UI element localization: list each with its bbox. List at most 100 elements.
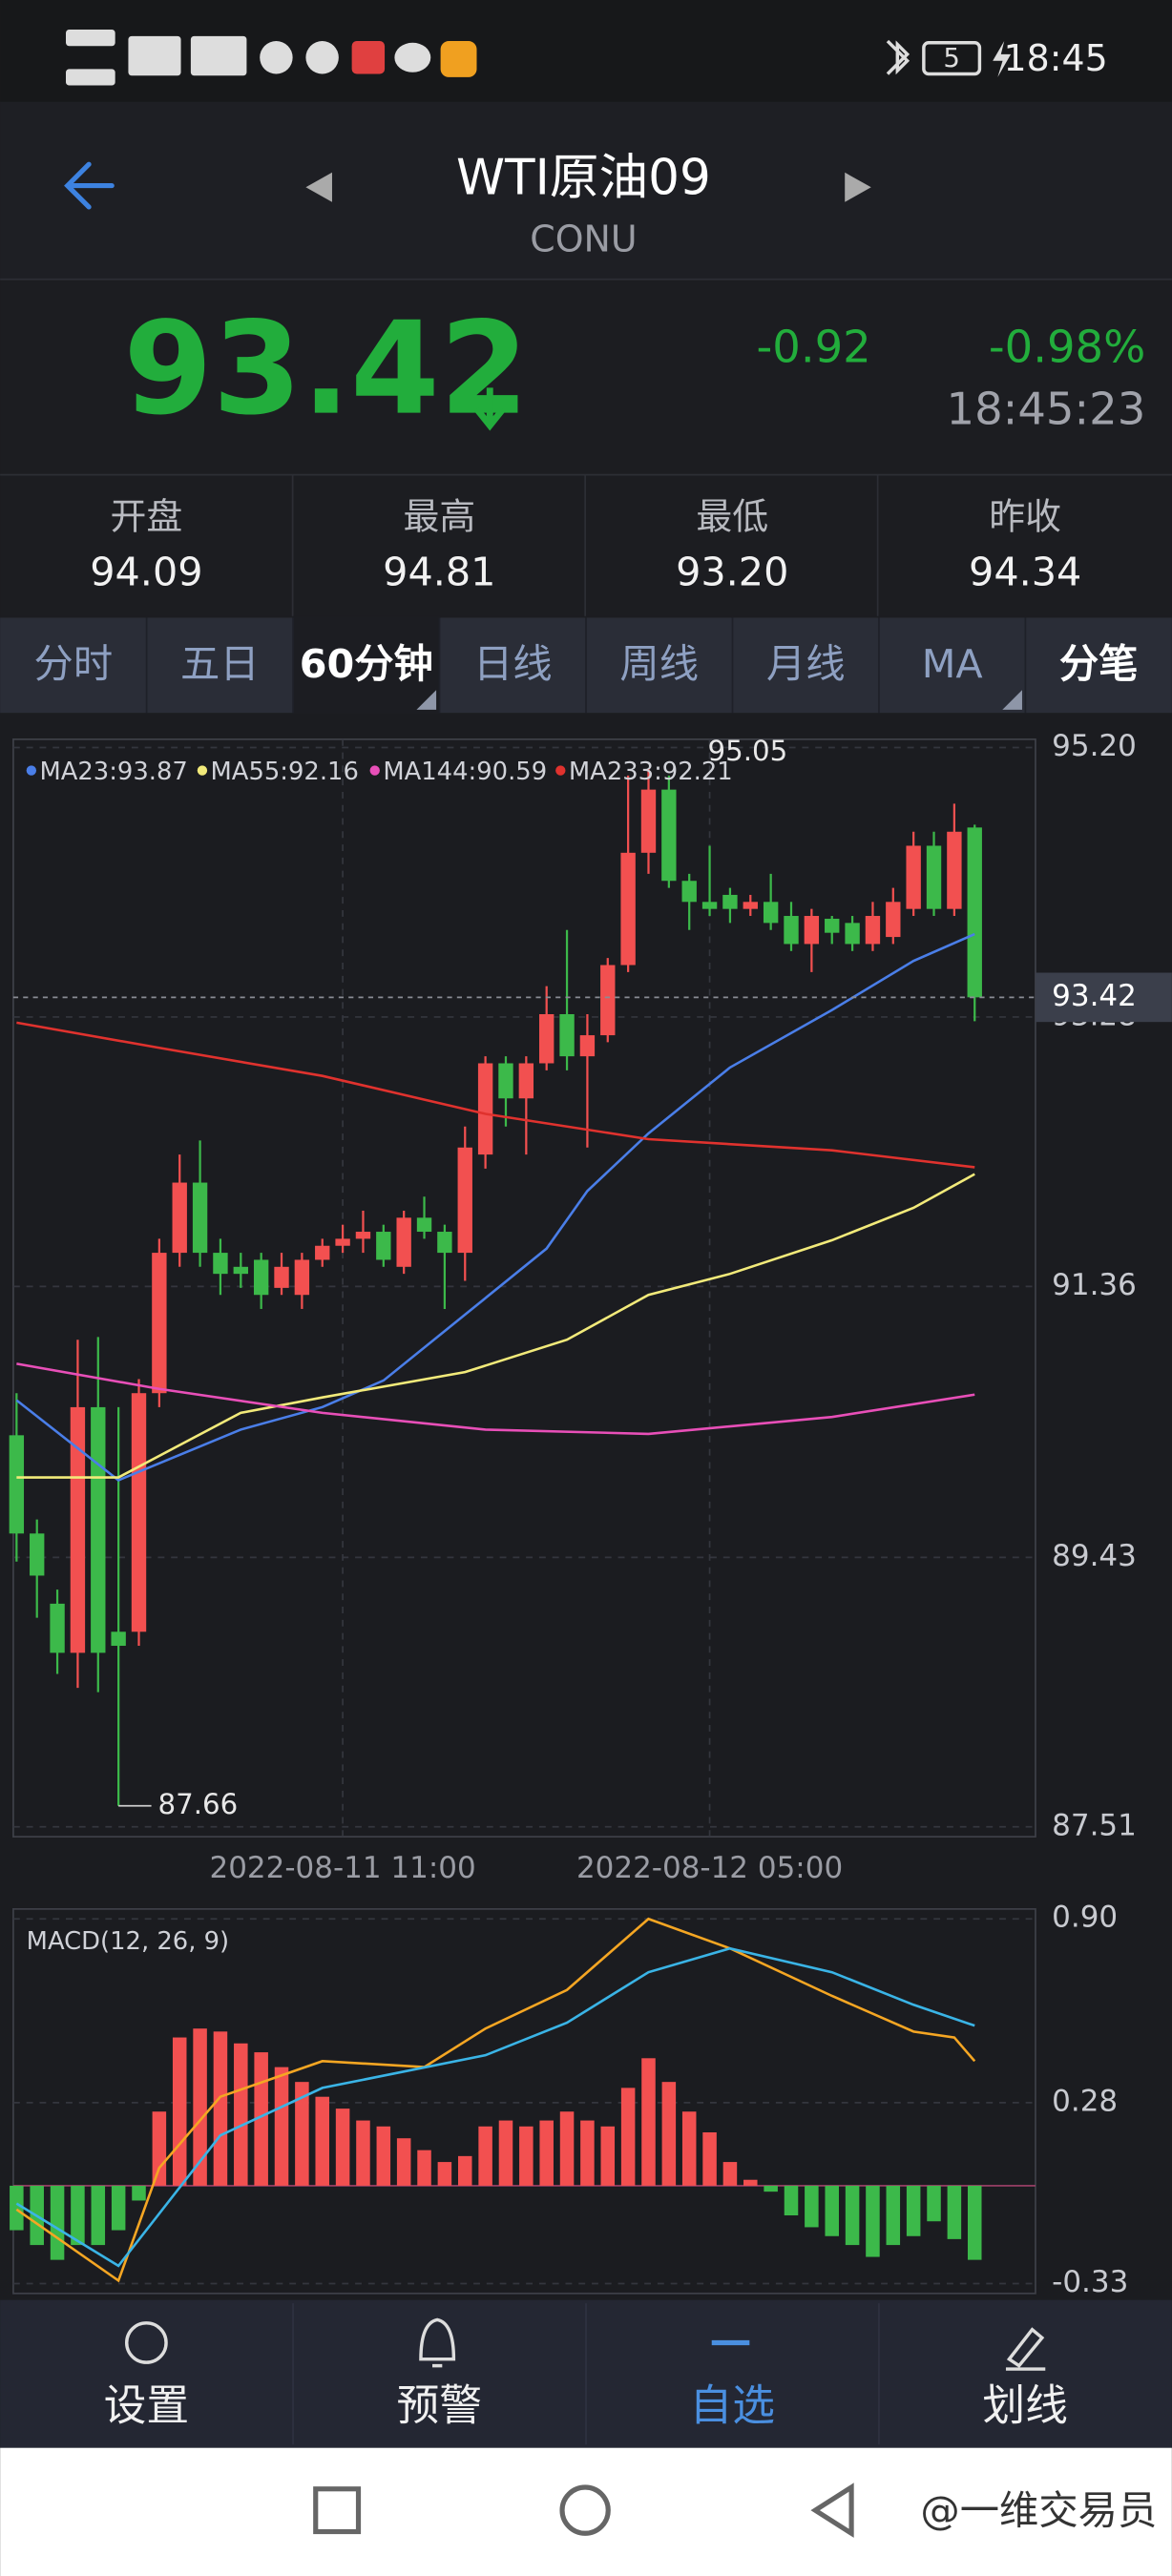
candle-body [539, 1014, 555, 1064]
candle-body [416, 1217, 432, 1233]
macd-bar [335, 2109, 350, 2186]
tab[interactable]: 周线 [619, 641, 699, 687]
down-arrow [473, 387, 506, 431]
icon [128, 35, 181, 76]
candle-body [886, 902, 901, 938]
prev-button[interactable] [305, 172, 332, 202]
legend-label: MA144:90.59 [383, 758, 547, 786]
stat-label: 最低 [696, 496, 768, 538]
macd-bar [213, 2031, 228, 2186]
home-button[interactable] [559, 2484, 611, 2536]
price-marker-label: 93.42 [1052, 979, 1137, 1013]
tab[interactable]: 分时 [34, 641, 114, 687]
candle-body [335, 1238, 350, 1246]
legend-dot [369, 765, 380, 776]
price-change: -0.92 [756, 321, 870, 372]
instrument-title: WTI原油09 [456, 149, 711, 206]
tab[interactable]: 月线 [766, 641, 846, 687]
macd-bar [376, 2126, 391, 2186]
nav-label[interactable]: 自选 [689, 2379, 775, 2430]
icon [190, 35, 247, 76]
macd-bar [71, 2185, 85, 2246]
stat-label: 最高 [403, 496, 475, 538]
candle-body [437, 1232, 452, 1254]
tab[interactable]: 日线 [473, 641, 553, 687]
macd-title: MACD(12, 26, 9) [27, 1927, 229, 1956]
tab[interactable]: MA [922, 641, 983, 687]
tab-selected-bg [293, 617, 440, 714]
macd-bar [825, 2185, 839, 2236]
tab[interactable]: 60分钟 [300, 641, 433, 687]
candle-body [825, 918, 840, 933]
indicator-line [16, 1362, 975, 1436]
header-bg [0, 101, 1172, 280]
indicator-line [16, 1173, 975, 1479]
indicator-line [16, 1021, 975, 1169]
legend-dot [197, 765, 208, 776]
macd-bar [927, 2185, 941, 2222]
candle-body [253, 1259, 269, 1296]
candle-body [579, 1035, 596, 1057]
tab[interactable]: 五日 [180, 641, 260, 687]
candle-body [91, 1406, 106, 1653]
nav-label[interactable]: 划线 [982, 2379, 1068, 2430]
candle-body [213, 1253, 228, 1275]
candle-body [701, 902, 718, 909]
candle-body [192, 1182, 208, 1254]
macd-bar [722, 2162, 738, 2186]
candle-body [763, 902, 779, 924]
macd-bar [437, 2162, 452, 2186]
stat-value: 93.20 [676, 550, 788, 595]
candle-body [926, 845, 942, 909]
macd-bar [600, 2126, 616, 2186]
stat-value: 94.09 [90, 550, 202, 595]
y-tick-label: -0.33 [1052, 2265, 1128, 2299]
candle-body [111, 1631, 126, 1647]
quote-time: 18:45:23 [947, 384, 1146, 435]
y-tick-label: 0.28 [1052, 2084, 1118, 2118]
macd-bar [254, 2052, 268, 2186]
macd-bar [539, 2120, 554, 2186]
back-system-button[interactable] [810, 2483, 854, 2538]
candle-body [600, 965, 616, 1036]
charging-icon [993, 41, 1012, 77]
macd-bar [132, 2185, 146, 2201]
macd-bar [356, 2120, 370, 2186]
macd-bar [743, 2179, 758, 2186]
next-button[interactable] [845, 172, 871, 202]
candle-body [294, 1259, 310, 1296]
nav-label[interactable]: 预警 [397, 2379, 483, 2430]
candle-body [620, 852, 636, 966]
macd-bar [498, 2120, 513, 2186]
candle-body [172, 1182, 187, 1254]
y-tick-label: 91.36 [1052, 1268, 1137, 1302]
candle-body [640, 789, 657, 853]
macd-bar [805, 2185, 819, 2228]
tab[interactable]: 分笔 [1059, 641, 1139, 687]
back-button[interactable] [64, 161, 115, 210]
macd-bar [906, 2185, 921, 2236]
candle-body [661, 789, 677, 882]
candle-body [355, 1232, 371, 1239]
candle-body [30, 1533, 45, 1576]
bluetooth-icon [886, 39, 910, 75]
macd-bar [417, 2150, 431, 2186]
y-tick-label: 95.20 [1052, 729, 1137, 763]
macd-bar [947, 2185, 962, 2239]
candle-body [947, 831, 962, 909]
nav-label[interactable]: 设置 [104, 2379, 190, 2430]
macd-bar [10, 2185, 24, 2231]
recents-button[interactable] [313, 2486, 362, 2535]
price-marker-bg [1035, 972, 1172, 1023]
macd-bar [764, 2185, 778, 2192]
candle-body [315, 1245, 330, 1260]
candle-body [9, 1435, 25, 1534]
candle-body [131, 1393, 147, 1632]
macd-bar [681, 2111, 697, 2186]
candle-body [559, 1014, 575, 1057]
macd-bar [111, 2185, 126, 2231]
legend-label: MA55:92.16 [211, 758, 359, 786]
system-nav [0, 2447, 1172, 2576]
